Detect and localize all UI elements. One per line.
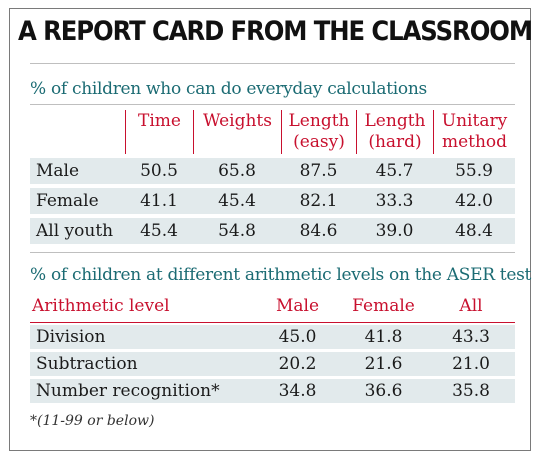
data-cell: 55.9 — [455, 161, 493, 181]
divider — [30, 104, 515, 105]
table-row — [30, 325, 515, 349]
column-header: Unitary method — [434, 111, 515, 153]
table-row — [30, 379, 515, 403]
data-cell: 21.6 — [364, 354, 403, 374]
row-label: Division — [36, 327, 106, 347]
data-cell: 42.0 — [455, 191, 493, 211]
row-label: Female — [36, 191, 99, 211]
row-header: Arithmetic level — [32, 296, 170, 316]
column-divider — [125, 110, 126, 154]
data-cell: 35.8 — [452, 381, 490, 401]
data-cell: 20.2 — [278, 354, 317, 374]
data-cell: 45.4 — [140, 221, 178, 241]
column-header-line: method — [441, 132, 508, 152]
data-cell: 50.5 — [140, 161, 178, 181]
column-header: Time — [126, 111, 193, 132]
table-row — [30, 158, 515, 184]
footnote: *(11-99 or below) — [30, 413, 155, 429]
column-header: Length (hard) — [357, 111, 433, 153]
table-row — [30, 188, 515, 214]
headline: A REPORT CARD FROM THE CLASSROOM — [18, 16, 533, 47]
data-cell: 45.0 — [278, 327, 317, 347]
table-row — [30, 352, 515, 376]
row-label: Subtraction — [36, 354, 138, 374]
row-label: Male — [36, 161, 80, 181]
column-divider — [281, 110, 282, 154]
column-header: Weights — [194, 111, 281, 132]
data-cell: 34.8 — [278, 381, 317, 401]
data-cell: 48.4 — [455, 221, 493, 241]
table1-title: % of children who can do everyday calcul… — [30, 79, 427, 99]
column-header-line: Unitary — [441, 111, 508, 131]
data-cell: 21.0 — [452, 354, 490, 374]
data-cell: 41.1 — [140, 191, 178, 211]
data-cell: 33.3 — [375, 191, 414, 211]
column-header: Female — [352, 296, 415, 316]
table-row — [30, 218, 515, 244]
column-header-line: (hard) — [368, 132, 422, 152]
divider — [30, 252, 515, 253]
column-header-line: Time — [138, 111, 181, 131]
data-cell: 84.6 — [299, 221, 338, 241]
data-cell: 36.6 — [364, 381, 403, 401]
column-divider — [193, 110, 194, 154]
divider — [30, 63, 515, 64]
data-cell: 41.8 — [364, 327, 403, 347]
row-label: Number recognition* — [36, 381, 220, 401]
table2-title: % of children at different arithmetic le… — [30, 265, 532, 285]
data-cell: 65.8 — [218, 161, 256, 181]
data-cell: 43.3 — [452, 327, 490, 347]
column-header: All — [459, 296, 483, 316]
column-divider — [356, 110, 357, 154]
data-cell: 87.5 — [299, 161, 338, 181]
column-header-line: Length — [364, 111, 426, 131]
data-cell: 45.7 — [375, 161, 414, 181]
row-label: All youth — [36, 221, 114, 241]
data-cell: 82.1 — [299, 191, 338, 211]
data-cell: 54.8 — [218, 221, 256, 241]
column-header-line: Length — [288, 111, 350, 131]
column-divider — [433, 110, 434, 154]
column-header: Male — [275, 296, 320, 316]
column-header-line: (easy) — [293, 132, 345, 152]
data-cell: 45.4 — [218, 191, 256, 211]
column-header-line: Weights — [203, 111, 272, 131]
data-cell: 39.0 — [375, 221, 414, 241]
header-underline — [30, 322, 515, 323]
column-header: Length (easy) — [282, 111, 356, 153]
